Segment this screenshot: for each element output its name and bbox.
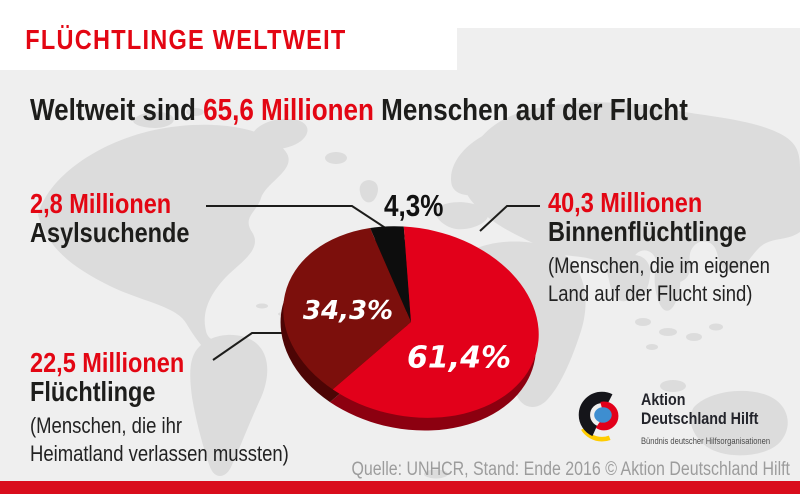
- callout-line-binnenfluechtlinge: [479, 205, 540, 232]
- headline-suffix: Menschen auf der Flucht: [373, 92, 688, 127]
- logo-text: Aktion Deutschland Hilft Bündnis deutsch…: [641, 384, 770, 451]
- logo-tagline: Bündnis deutscher Hilfsorganisationen: [641, 436, 771, 446]
- note-line: Land auf der Flucht sind): [548, 281, 753, 306]
- callout-line-fluechtlinge: [212, 332, 289, 361]
- asylsuchende-name: Asylsuchende: [30, 217, 190, 248]
- source-line: Quelle: UNHCR, Stand: Ende 2016 © Aktion…: [351, 459, 790, 480]
- pie-slice-Binnenflüchtlinge: [332, 226, 539, 418]
- label-fluechtlinge: 22,5 Millionen Flüchtlinge (Menschen, di…: [30, 348, 289, 468]
- fluechtlinge-note: (Menschen, die ihr Heimatland verlassen …: [30, 412, 289, 468]
- label-binnenfluechtlinge: 40,3 Millionen Binnenflüchtlinge (Mensch…: [548, 188, 770, 308]
- callout-line-asylsuchende: [206, 205, 391, 232]
- logo-line1: Aktion: [641, 390, 686, 409]
- logo-line2: Deutschland Hilft: [641, 409, 759, 428]
- footer-red-bar: [0, 481, 800, 494]
- note-line: (Menschen, die im eigenen: [548, 253, 770, 278]
- fluechtlinge-name: Flüchtlinge: [30, 376, 156, 407]
- aktion-deutschland-hilft-logo: Aktion Deutschland Hilft Bündnis deutsch…: [571, 384, 795, 451]
- page-title: FLÜCHTLINGE WELTWEIT: [25, 24, 347, 55]
- fluechtlinge-amount: 22,5 Millionen: [30, 347, 185, 378]
- asylsuchende-amount: 2,8 Millionen: [30, 188, 172, 219]
- callout-lines: [206, 205, 540, 361]
- label-asylsuchende: 2,8 Millionen Asylsuchende: [30, 189, 189, 247]
- note-line: Heimatland verlassen mussten): [30, 441, 289, 466]
- pie-slice-Flüchtlinge: [283, 228, 411, 390]
- pie-slice-Asylsuchende: [370, 226, 411, 322]
- headline-prefix: Weltweit sind: [30, 92, 204, 127]
- headline-highlight: 65,6 Millionen: [203, 92, 374, 127]
- headline: Weltweit sind 65,6 Millionen Menschen au…: [30, 92, 688, 128]
- pie-chart: [280, 226, 539, 431]
- binnenfluechtlinge-amount: 40,3 Millionen: [548, 187, 703, 218]
- note-line: (Menschen, die ihr: [30, 413, 183, 438]
- world-map: [38, 102, 800, 479]
- pie-percent-binnenfluechtlinge: 61,4%: [406, 340, 512, 376]
- binnenfluechtlinge-note: (Menschen, die im eigenen Land auf der F…: [548, 252, 770, 308]
- title-banner: FLÜCHTLINGE WELTWEIT: [0, 0, 457, 70]
- pie-percent-asylsuchende: 4,3%: [384, 188, 444, 223]
- binnenfluechtlinge-name: Binnenflüchtlinge: [548, 216, 747, 247]
- pie-percent-fluechtlinge: 34,3%: [302, 296, 394, 326]
- logo-mark-icon: [577, 391, 627, 442]
